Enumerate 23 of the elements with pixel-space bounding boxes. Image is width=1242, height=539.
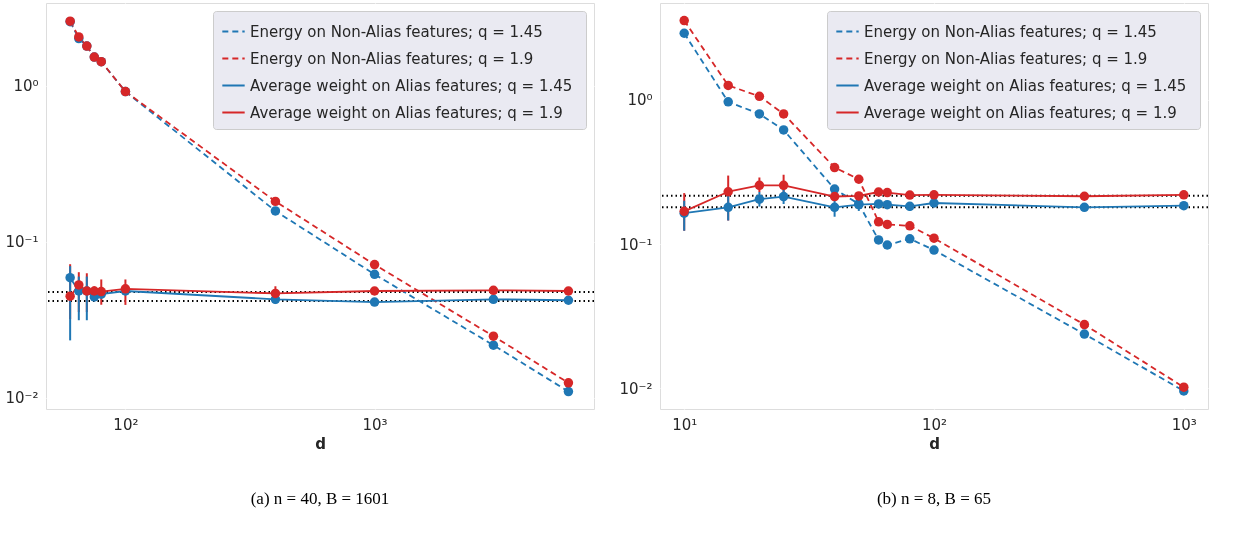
text: (a) n = 40, B = 1601 bbox=[250, 489, 390, 508]
y-tick-label: 10⁰ bbox=[627, 91, 653, 110]
legend-label: Average weight on Alias features; q = 1.45 bbox=[864, 76, 1187, 95]
x-tick-label: 10¹ bbox=[672, 415, 698, 434]
y-tick-label: 10⁻¹ bbox=[5, 233, 39, 252]
x-tick-label: 10³ bbox=[1171, 415, 1197, 434]
legend-label: Energy on Non-Alias features; q = 1.9 bbox=[250, 49, 534, 68]
legend-label: Average weight on Alias features; q = 1.45 bbox=[250, 76, 573, 95]
legend-label: Average weight on Alias features; q = 1.9 bbox=[250, 103, 563, 122]
text: (b) n = 8, B = 65 bbox=[876, 489, 992, 508]
legend-label: Average weight on Alias features; q = 1.9 bbox=[864, 103, 1177, 122]
legend-label: Energy on Non-Alias features; q = 1.45 bbox=[864, 22, 1157, 41]
y-tick-label: 10⁻¹ bbox=[619, 235, 653, 254]
x-tick-label: 10² bbox=[113, 415, 139, 434]
y-tick-label: 10⁻² bbox=[5, 389, 39, 408]
y-tick-label: 10⁻² bbox=[619, 379, 653, 398]
x-axis-title: d bbox=[929, 434, 940, 453]
legend-label: Energy on Non-Alias features; q = 1.45 bbox=[250, 22, 543, 41]
x-tick-label: 10³ bbox=[362, 415, 388, 434]
x-axis-title: d bbox=[315, 434, 326, 453]
y-tick-label: 10⁰ bbox=[13, 77, 39, 96]
x-tick-label: 10² bbox=[921, 415, 948, 434]
legend-label: Energy on Non-Alias features; q = 1.9 bbox=[864, 49, 1148, 68]
